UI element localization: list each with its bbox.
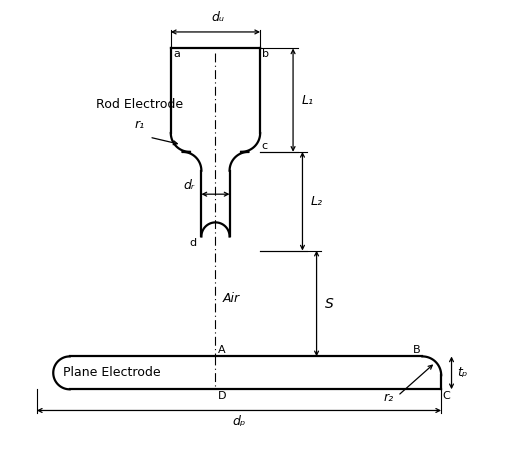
Text: c: c xyxy=(261,141,268,151)
Text: b: b xyxy=(261,49,269,59)
Text: B: B xyxy=(413,345,420,355)
Text: tₚ: tₚ xyxy=(457,367,467,379)
Text: r₂: r₂ xyxy=(384,391,394,404)
Text: L₁: L₁ xyxy=(301,94,313,106)
Text: Air: Air xyxy=(223,292,239,305)
Text: dᵣ: dᵣ xyxy=(183,179,194,192)
Text: D: D xyxy=(218,391,226,401)
Text: Rod Electrode: Rod Electrode xyxy=(96,98,183,111)
Text: L₂: L₂ xyxy=(311,195,323,208)
Text: dₚ: dₚ xyxy=(233,415,246,428)
Text: r₁: r₁ xyxy=(135,118,145,131)
Text: dᵤ: dᵤ xyxy=(212,11,224,25)
Text: S: S xyxy=(325,297,334,310)
Text: d: d xyxy=(190,238,197,248)
Text: a: a xyxy=(173,49,180,59)
Text: Plane Electrode: Plane Electrode xyxy=(62,367,160,379)
Text: C: C xyxy=(442,391,450,401)
Text: A: A xyxy=(218,345,225,355)
